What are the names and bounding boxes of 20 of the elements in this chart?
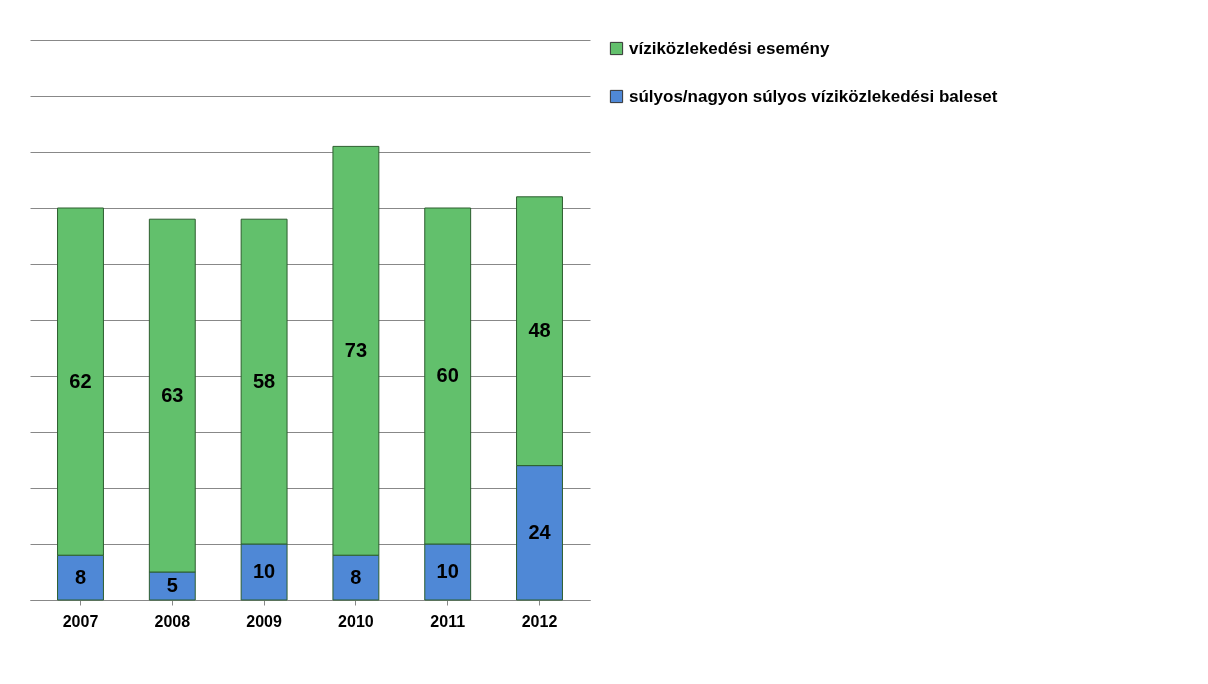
data-label: 63 (161, 383, 184, 406)
data-label: 62 (69, 369, 92, 392)
legend-label: súlyos/nagyon súlyos víziközlekedési baleset (629, 86, 998, 106)
data-label: 5 (166, 574, 178, 596)
data-label: 8 (74, 565, 87, 588)
data-label: 48 (528, 319, 551, 342)
x-tick-label: 2009 (246, 612, 282, 630)
legend-label: víziközlekedési esemény (629, 38, 830, 58)
data-label: 73 (344, 338, 368, 361)
x-tick-label: 2010 (338, 612, 374, 630)
x-tick-label: 2012 (521, 612, 558, 630)
data-label: 58 (252, 369, 276, 392)
data-label: 10 (252, 560, 276, 582)
data-label: 8 (350, 565, 362, 588)
data-label: 10 (436, 560, 459, 582)
x-tick-label: 2008 (154, 612, 191, 630)
x-tick-label: 2011 (430, 612, 466, 630)
data-label: 24 (528, 520, 552, 543)
data-label: 60 (436, 364, 459, 386)
x-tick-label: 2007 (62, 612, 99, 630)
